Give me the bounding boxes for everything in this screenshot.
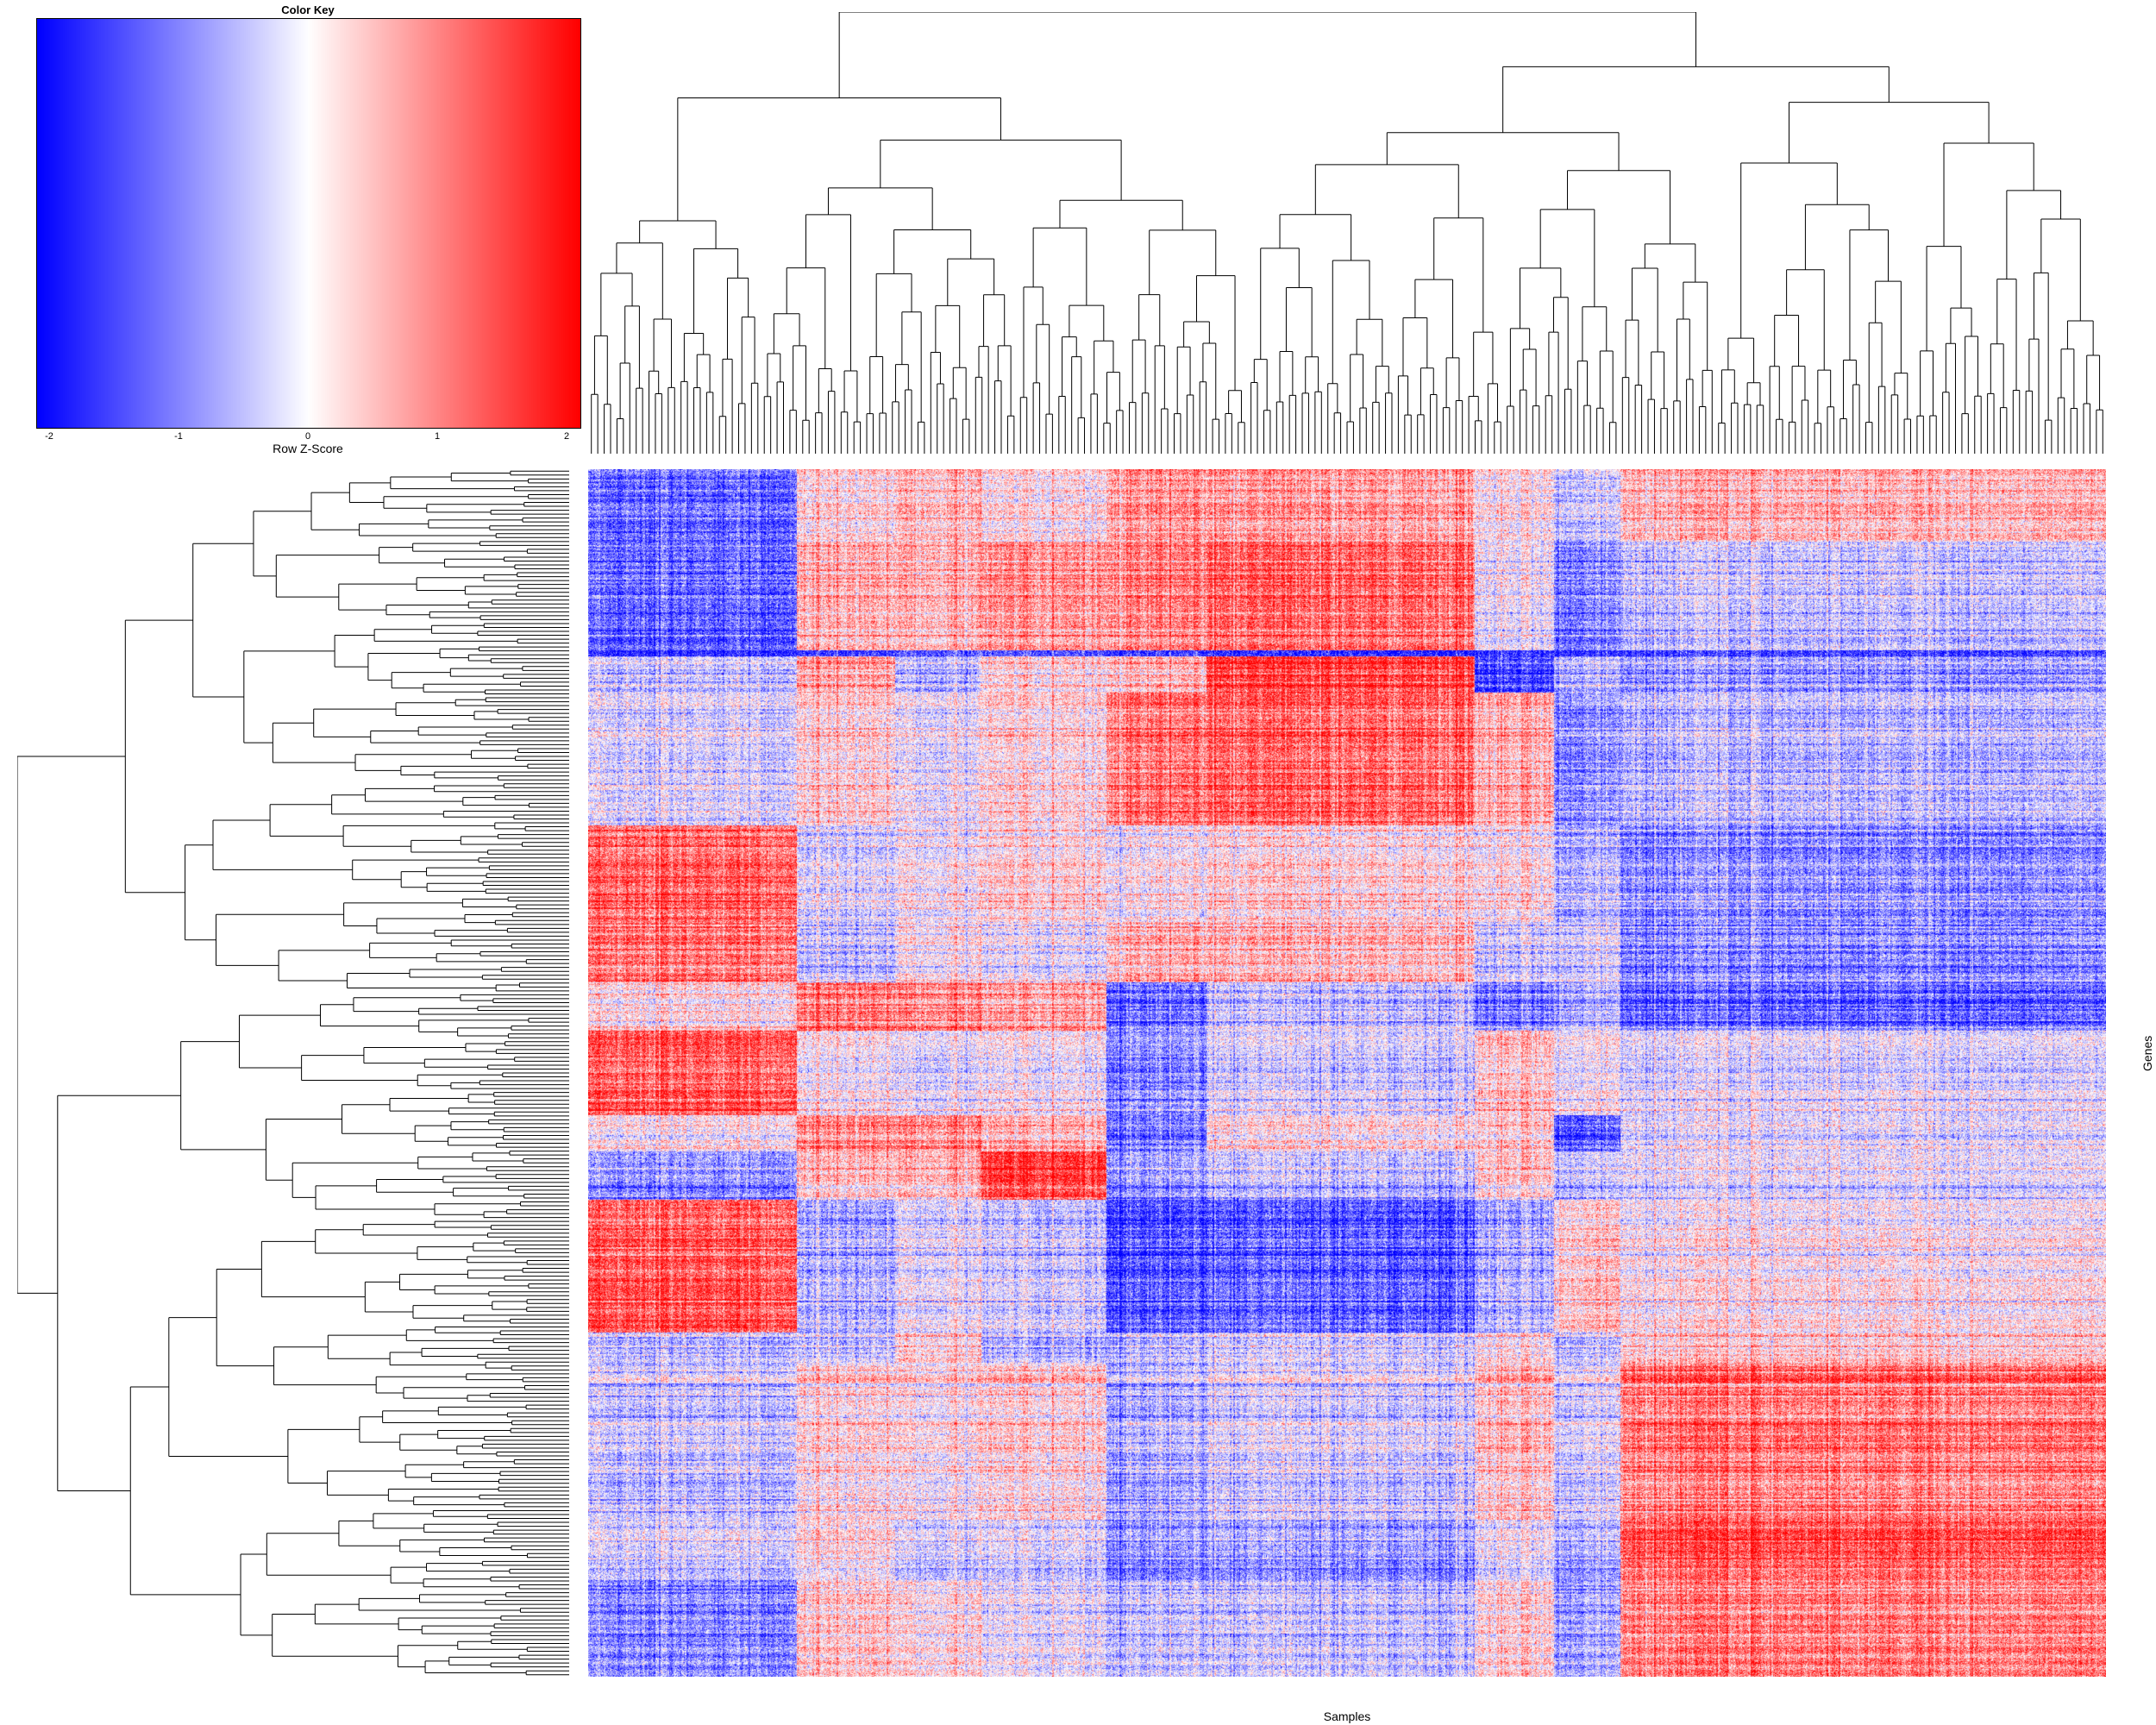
color-key-gradient [36,18,581,429]
color-key-tick: -2 [45,431,53,442]
color-key-label: Row Z-Score [273,442,343,455]
y-axis-label: Genes [2140,1035,2154,1071]
heatmap-matrix [588,469,2106,1677]
color-key-tick: 0 [304,431,311,442]
color-key-tick: -1 [174,431,183,442]
row-dendrogram-branches [17,470,569,1676]
column-dendrogram-branches [591,12,2103,454]
color-key-tick: 2 [563,431,570,442]
color-key-title: Color Key [281,3,335,16]
row-dendrogram [17,470,569,1676]
color-key-tick: 1 [434,431,441,442]
x-axis-label: Samples [1323,1709,1371,1723]
column-dendrogram [591,12,2103,454]
